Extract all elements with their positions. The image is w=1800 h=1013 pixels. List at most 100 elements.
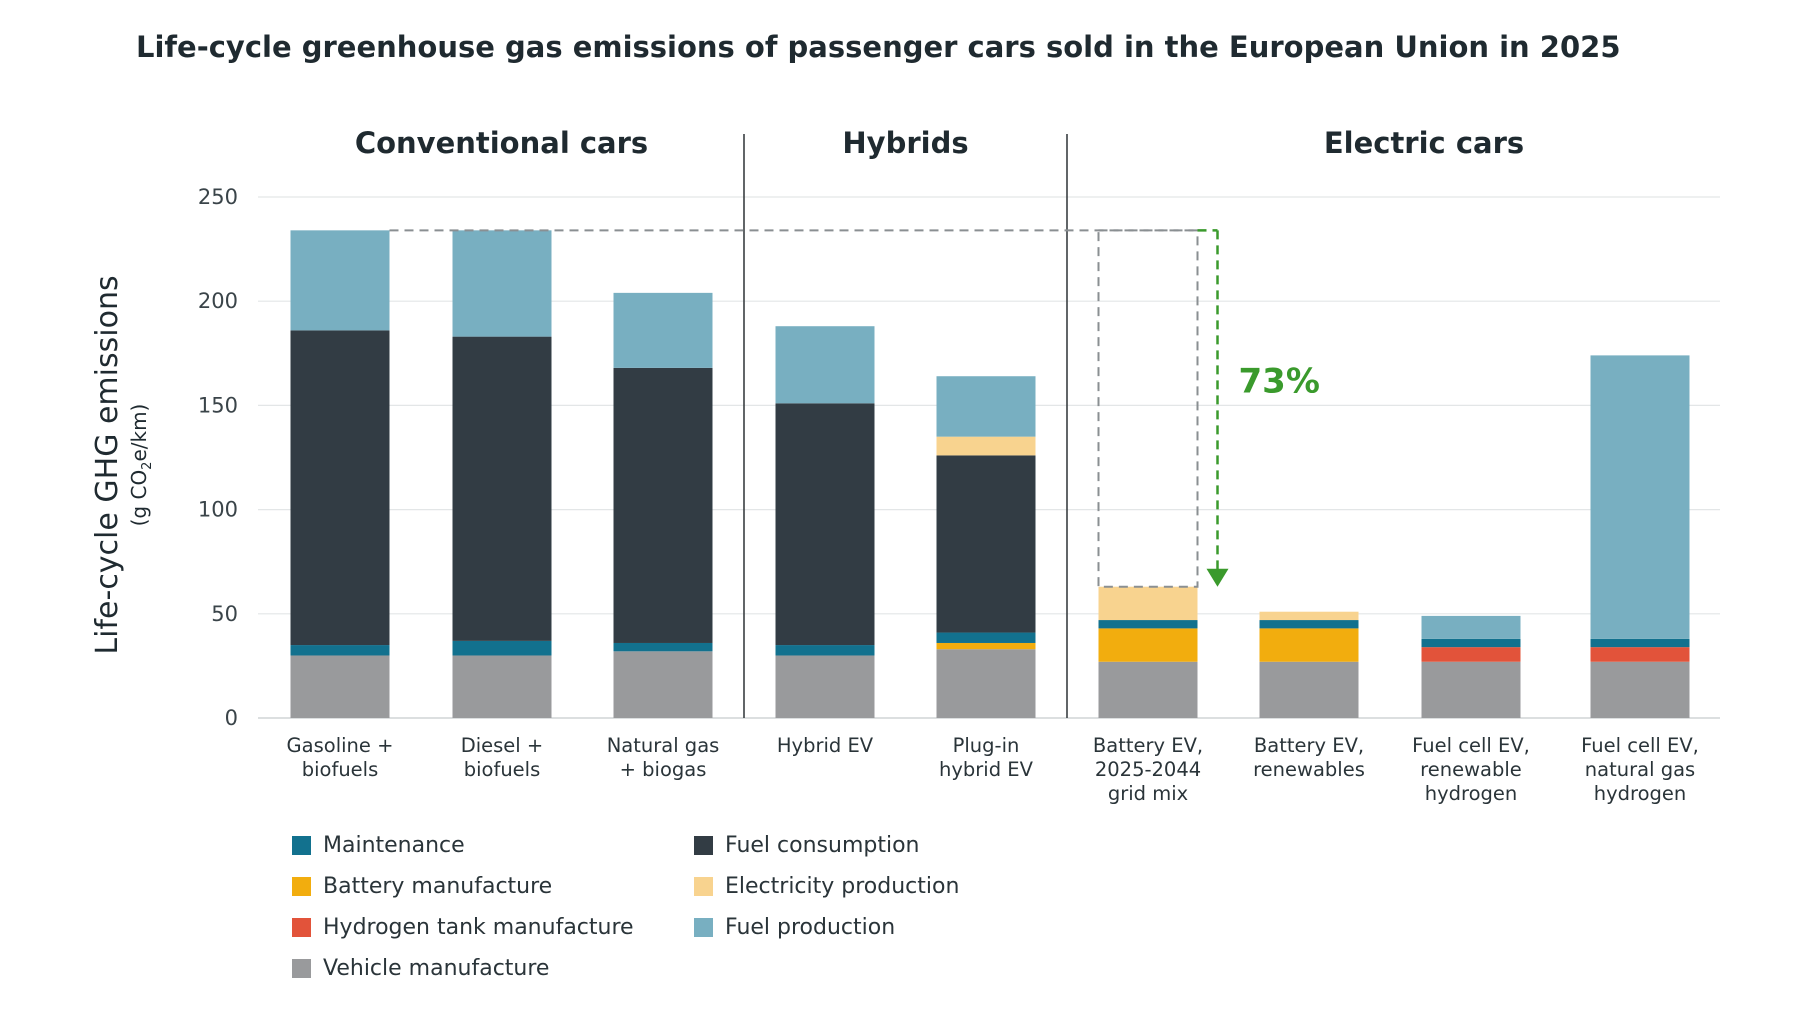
bar-segment-fuel_production xyxy=(452,230,552,337)
y-unit-part: (g CO xyxy=(127,470,151,527)
x-tick-label: Diesel + biofuels xyxy=(461,734,544,781)
x-tick-label-line: hydrogen xyxy=(1594,782,1687,805)
x-tick-label-line: Fuel cell EV, xyxy=(1581,734,1699,757)
bar-segment-maintenance xyxy=(1098,620,1198,629)
x-tick-label: Battery EV, 2025-2044 grid mix xyxy=(1093,734,1203,805)
bar-segment-vehicle xyxy=(613,651,713,718)
x-tick-label-line: Natural gas xyxy=(607,734,720,757)
chart-title: Life-cycle greenhouse gas emissions of p… xyxy=(136,30,1621,64)
legend-label: Battery manufacture xyxy=(323,873,553,899)
bar-segment-electricity xyxy=(1098,586,1198,621)
bar-segment-maintenance xyxy=(775,645,875,656)
legend-swatch xyxy=(694,917,713,937)
y-axis-label: Life-cycle GHG emissions (g CO2e/km) xyxy=(90,275,155,654)
y-tick-label: 200 xyxy=(198,289,238,313)
bar-segment-maintenance xyxy=(613,642,713,652)
legend-swatch xyxy=(292,876,311,896)
bar-segment-vehicle xyxy=(1590,661,1690,718)
y-unit-subscript: 2 xyxy=(140,462,155,470)
bar-segment-fuel_consumption xyxy=(936,455,1036,633)
bar-segment-vehicle xyxy=(1259,661,1359,718)
bar-segment-battery xyxy=(1098,628,1198,662)
bar-segment-fuel_production xyxy=(290,230,390,331)
x-tick-label-line: Diesel + xyxy=(461,734,544,757)
y-tick-label: 150 xyxy=(198,393,238,417)
bar-segment-fuel_production xyxy=(1421,615,1521,639)
bar-segment-vehicle xyxy=(936,649,1036,718)
reduction-annotation: 73% xyxy=(389,229,1320,588)
bar-segment-vehicle xyxy=(1421,661,1521,718)
bar-segment-maintenance xyxy=(1259,620,1359,629)
legend-swatch xyxy=(694,835,713,855)
x-tick-label-line: Battery EV, xyxy=(1254,734,1364,757)
bar-segment-fuel_production xyxy=(936,376,1036,437)
group-label: Hybrids xyxy=(842,126,968,160)
y-tick-label: 250 xyxy=(198,185,238,209)
legend-label: Vehicle manufacture xyxy=(323,955,550,981)
x-tick-label-line: Plug-in xyxy=(953,734,1020,757)
x-tick-label-line: 2025-2044 xyxy=(1095,758,1201,781)
reduction-percent-label: 73% xyxy=(1239,362,1320,402)
bar-segment-maintenance xyxy=(1590,638,1690,648)
bar-segment-vehicle xyxy=(1098,661,1198,718)
x-tick-label-line: Hybrid EV xyxy=(777,734,874,757)
x-tick-label: Battery EV, renewables xyxy=(1253,734,1365,781)
legend-label: Fuel production xyxy=(725,914,896,940)
legend-item: Maintenance xyxy=(292,830,465,860)
x-tick-label: Fuel cell EV, natural gas hydrogen xyxy=(1581,734,1699,805)
x-tick-label-line: hydrogen xyxy=(1425,782,1518,805)
legend-item: Fuel production xyxy=(694,912,895,942)
bar-segment-maintenance xyxy=(936,632,1036,643)
x-tick-label-line: biofuels xyxy=(302,758,379,781)
bar-segment-fuel_production xyxy=(775,326,875,404)
y-tick-label: 50 xyxy=(211,602,238,626)
bar-segment-fuel_consumption xyxy=(452,336,552,641)
y-tick-label: 0 xyxy=(225,706,238,730)
legend-item: Electricity production xyxy=(694,871,959,901)
x-tick-label: Natural gas + biogas xyxy=(607,734,720,781)
legend-label: Hydrogen tank manufacture xyxy=(323,914,634,940)
x-tick-label-line: biofuels xyxy=(464,758,541,781)
bar-segment-fuel_production xyxy=(1590,355,1690,639)
x-tick-label-line: Gasoline + xyxy=(287,734,394,757)
legend-item: Battery manufacture xyxy=(292,871,552,901)
legend-swatch xyxy=(292,835,311,855)
x-tick-label-line: grid mix xyxy=(1108,782,1188,805)
group-label: Electric cars xyxy=(1324,126,1524,160)
reduction-arrow-head xyxy=(1206,568,1229,587)
bar-segment-battery xyxy=(936,642,1036,650)
group-label: Conventional cars xyxy=(355,126,648,160)
bar-segment-maintenance xyxy=(1421,638,1521,648)
bar-segment-battery xyxy=(1259,628,1359,662)
bar-segment-h2tank xyxy=(1590,647,1690,662)
bar-segment-electricity xyxy=(936,436,1036,456)
bar-segment-fuel_consumption xyxy=(290,330,390,646)
x-tick-label-line: Fuel cell EV, xyxy=(1412,734,1530,757)
x-tick-label: Plug-in hybrid EV xyxy=(939,734,1034,781)
x-tick-label: Hybrid EV xyxy=(777,734,874,757)
legend-swatch xyxy=(292,958,311,978)
legend-swatch xyxy=(694,876,713,896)
x-tick-label-line: renewable xyxy=(1420,758,1522,781)
x-tick-label: Gasoline + biofuels xyxy=(287,734,394,781)
legend-label: Electricity production xyxy=(725,873,960,899)
bar-segment-h2tank xyxy=(1421,647,1521,662)
y-tick-labels: 0 50 100 150 200 250 xyxy=(198,185,238,730)
y-axis-unit: (g CO2e/km) xyxy=(127,404,155,527)
x-tick-label-line: hybrid EV xyxy=(939,758,1034,781)
bar-segment-vehicle xyxy=(452,655,552,718)
y-unit-part: e/km) xyxy=(127,404,151,462)
bar-segment-maintenance xyxy=(290,645,390,656)
x-tick-label: Fuel cell EV, renewable hydrogen xyxy=(1412,734,1530,805)
group-labels: Conventional cars Hybrids Electric cars xyxy=(355,126,1524,160)
legend-label: Maintenance xyxy=(323,832,465,858)
x-tick-label-line: natural gas xyxy=(1585,758,1695,781)
y-axis-title: Life-cycle GHG emissions xyxy=(90,275,125,654)
legend: Maintenance Fuel consumption Battery manuf… xyxy=(292,830,1192,1000)
legend-label: Fuel consumption xyxy=(725,832,920,858)
bar-segment-maintenance xyxy=(452,640,552,656)
legend-item: Hydrogen tank manufacture xyxy=(292,912,634,942)
x-tick-label-line: Battery EV, xyxy=(1093,734,1203,757)
